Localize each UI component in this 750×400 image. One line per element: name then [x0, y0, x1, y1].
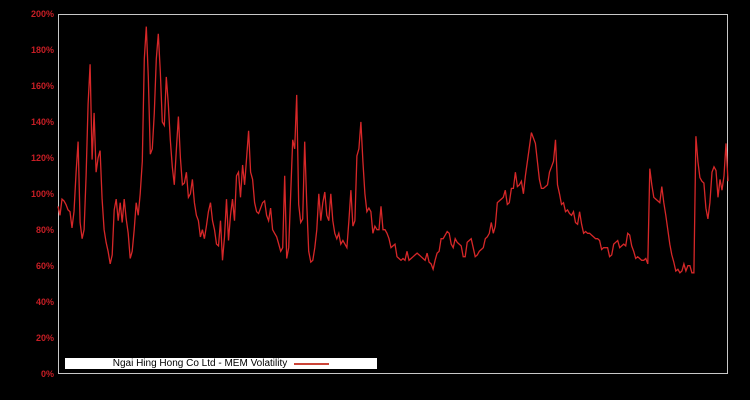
volatility-line: [57, 26, 729, 274]
plot-border: [58, 14, 728, 374]
y-axis-tick-label: 0%: [40, 368, 54, 379]
y-axis-tick-label: 80%: [35, 224, 54, 235]
y-axis-tick-label: 160%: [30, 80, 54, 91]
legend-label: Ngai Hing Hong Co Ltd - MEM Volatility: [112, 358, 288, 369]
y-axis-tick-label: 100%: [30, 188, 54, 199]
y-axis-tick-label: 140%: [30, 116, 54, 127]
y-axis-tick-label: 20%: [35, 332, 54, 343]
y-axis-tick-label: 60%: [35, 260, 54, 271]
y-axis-tick-label: 200%: [30, 9, 54, 19]
legend-line-sample: [294, 362, 330, 365]
legend: Ngai Hing Hong Co Ltd - MEM Volatility: [64, 357, 378, 370]
y-axis-tick-label: 40%: [35, 296, 54, 307]
y-axis-tick-label: 120%: [30, 152, 54, 163]
y-axis-tick-label: 180%: [30, 44, 54, 55]
